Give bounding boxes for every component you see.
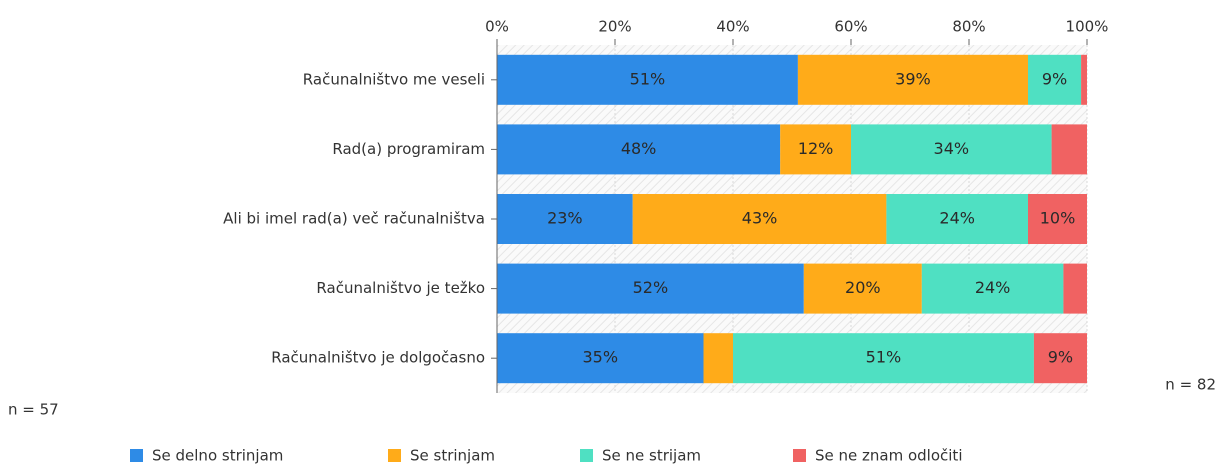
bar-segment [780,124,851,175]
legend-swatch [130,449,143,462]
bar-segment [497,194,633,244]
bar-segment [1028,194,1087,244]
y-tick-label: Računalništvo je težko [316,279,485,297]
data-label: 12% [798,139,834,158]
data-label: 9% [1042,69,1067,88]
data-label: 52% [633,278,669,297]
bar-segment [1028,54,1082,105]
data-label: 39% [895,69,931,88]
bar-segment [733,333,1034,384]
bar-segment [497,124,781,175]
bar-segment [497,263,804,314]
y-tick-label: Računalništvo je dolgočasno [271,349,485,367]
legend-swatch [793,449,806,462]
legend-label: Se ne strijam [602,447,701,465]
bar-segment [703,333,733,384]
bar-segment [886,194,1028,244]
legend-label: Se strinjam [410,447,495,465]
bar-segment [1063,263,1087,314]
bar-segment [851,124,1052,175]
bar-segment [921,263,1064,314]
x-tick-label: 100% [1066,18,1109,36]
x-tick-label: 20% [598,18,631,36]
bar-segment [1051,124,1087,175]
x-tick-label: 60% [834,18,867,36]
y-tick-label: Ali bi imel rad(a) več računalništva [223,210,485,228]
bar-segment [803,263,922,314]
annotation: n = 57 [8,401,59,419]
bar-segment [497,54,798,105]
data-label: 35% [582,348,618,367]
bar-segment [797,54,1028,105]
data-label: 24% [939,209,975,228]
bar-segment [497,333,704,384]
data-label: 34% [934,139,970,158]
y-tick-label: Rad(a) programiram [332,140,485,158]
data-label: 51% [630,69,666,88]
data-label: 9% [1048,348,1073,367]
legend-swatch [388,449,401,462]
bar-segment [1033,333,1087,384]
bar-segment [1081,54,1087,105]
annotation: n = 82 [1165,376,1216,394]
data-label: 20% [845,278,881,297]
x-tick-label: 80% [952,18,985,36]
data-label: 43% [742,209,778,228]
x-tick-label: 40% [716,18,749,36]
bar-segment [632,194,887,244]
legend-label: Se delno strinjam [152,447,283,465]
data-label: 10% [1040,209,1076,228]
data-label: 24% [975,278,1011,297]
data-label: 23% [547,209,583,228]
x-tick-label: 0% [485,18,509,36]
legend-swatch [580,449,593,462]
data-label: 51% [866,348,902,367]
data-label: 48% [621,139,657,158]
y-tick-label: Računalništvo me veseli [303,70,485,88]
legend-label: Se ne znam odločiti [815,447,962,465]
